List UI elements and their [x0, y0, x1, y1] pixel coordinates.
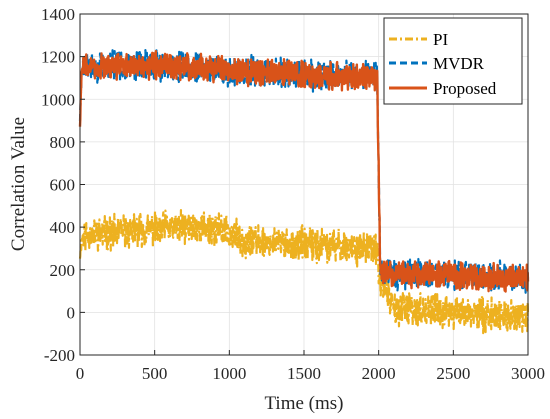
legend-box: [383, 17, 523, 105]
legend-label-pi: PI: [433, 30, 448, 49]
y-tick-label: 200: [50, 261, 76, 280]
series-line-proposed: [78, 50, 530, 293]
y-tick-label: -200: [44, 346, 75, 365]
series-layer: [78, 49, 530, 335]
x-tick-label: 2000: [362, 364, 396, 383]
y-tick-label: 400: [50, 218, 76, 237]
x-axis-ticks: 0 500 1000 1500 2000 2500 3000: [76, 350, 545, 383]
y-tick-label: 1000: [41, 90, 75, 109]
x-tick-label: 1500: [287, 364, 321, 383]
x-tick-label: 500: [142, 364, 168, 383]
y-axis-title: Correlation Value: [8, 117, 29, 251]
legend-label-proposed: Proposed: [433, 79, 497, 98]
y-tick-label: 1200: [41, 48, 75, 67]
legend-label-mvdr: MVDR: [433, 54, 485, 73]
y-tick-label: 1400: [41, 5, 75, 24]
x-tick-label: 1000: [212, 364, 246, 383]
x-tick-label: 2500: [436, 364, 470, 383]
x-tick-label: 0: [76, 364, 85, 383]
y-tick-label: 600: [50, 176, 76, 195]
x-axis-title: Time (ms): [264, 393, 343, 414]
y-tick-label: 800: [50, 133, 76, 152]
y-axis-ticks: -200 0 200 400 600 800 1000 1200 1400: [41, 5, 85, 365]
legend: PI MVDR Proposed: [383, 17, 523, 105]
y-tick-label: 0: [67, 303, 76, 322]
x-tick-label: 3000: [511, 364, 545, 383]
series-line-pi: [78, 209, 530, 335]
